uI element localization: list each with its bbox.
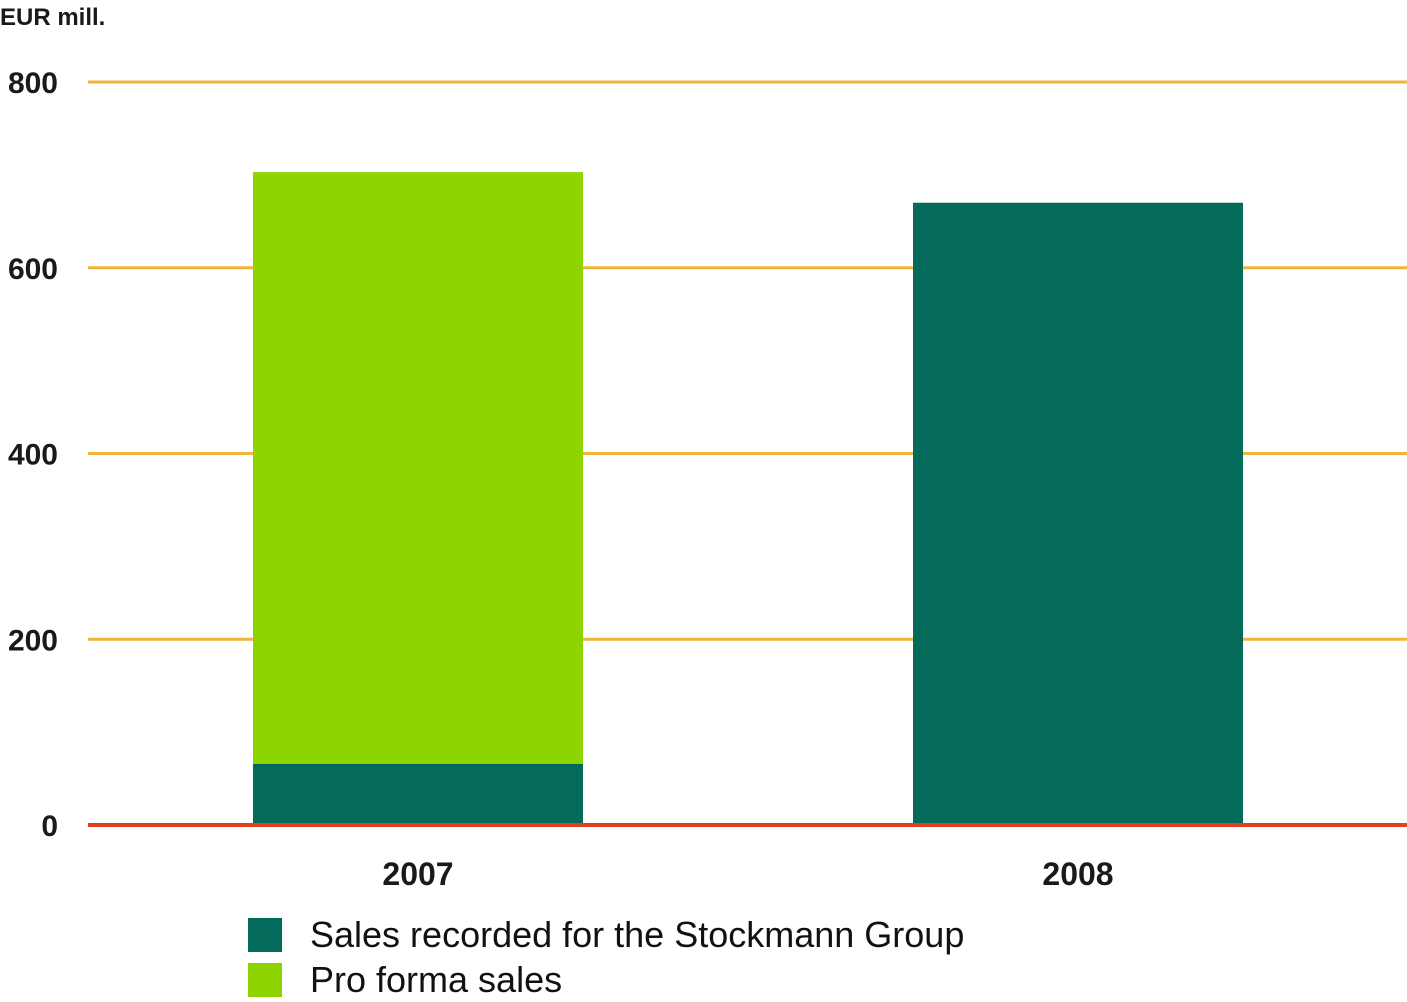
x-tick-label-2008: 2008 [1042, 856, 1113, 892]
legend-item-pro-forma: Pro forma sales [248, 957, 964, 1002]
y-tick-label-800: 800 [8, 67, 58, 100]
bar-2007-series-1 [253, 172, 583, 764]
y-tick-label-400: 400 [8, 439, 58, 472]
bar-2008-series-0 [913, 202, 1243, 826]
legend-item-group-sales: Sales recorded for the Stockmann Group [248, 912, 964, 957]
legend-label-pro-forma: Pro forma sales [310, 958, 563, 1000]
bars [253, 172, 1243, 826]
legend-label-group-sales: Sales recorded for the Stockmann Group [310, 913, 965, 955]
y-tick-label-0: 0 [41, 810, 58, 843]
legend-swatch-pro-forma [248, 962, 282, 997]
legend: Sales recorded for the Stockmann Group P… [248, 912, 964, 1002]
x-tick-label-2007: 2007 [382, 856, 453, 892]
y-tick-label-200: 200 [8, 624, 58, 657]
y-tick-label-600: 600 [8, 253, 58, 286]
y-axis-unit-label: EUR mill. [0, 4, 105, 31]
legend-swatch-group-sales [248, 917, 282, 952]
bar-2007-series-0 [253, 763, 583, 825]
y-axis-ticks: 0 200 400 600 800 [8, 67, 58, 843]
x-axis-ticks: 2007 2008 [382, 856, 1113, 892]
